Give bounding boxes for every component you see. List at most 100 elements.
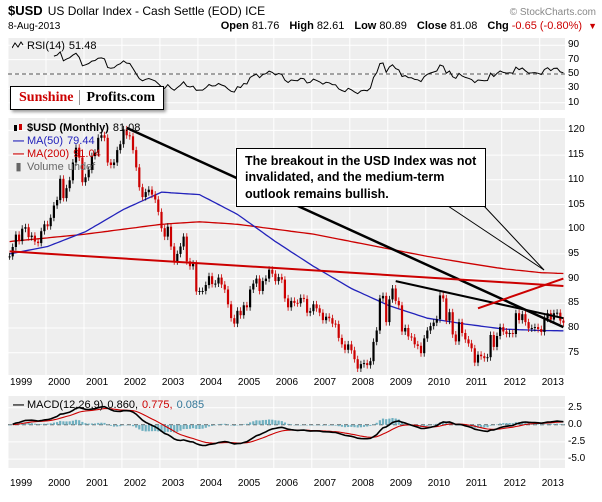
axis-label: 85 [568,297,580,309]
rsi-value: 51.48 [68,39,97,52]
ma50-line-icon: — [13,134,24,147]
ma200-line-icon: — [13,147,24,160]
year-label: 2009 [389,478,413,489]
axis-label: 100 [568,223,585,235]
ohlc-quote: Open 81.76 High 82.61 Low 80.89 Close 81… [211,20,597,32]
volume-label: Volume [27,160,64,173]
volume-value: undef [67,160,96,173]
open-label: Open [220,20,249,32]
candlestick-icon [14,123,22,131]
declining-red-resistance [9,250,564,287]
year-label: 2009 [389,377,413,388]
year-label: 2007 [313,377,337,388]
axis-label: 10 [568,96,580,108]
year-label: 2005 [237,377,261,388]
year-label: 2007 [313,478,337,489]
axis-label: 30 [568,82,580,94]
year-label: 2013 [541,478,564,489]
close-value: 81.08 [449,20,478,32]
axis-label: 75 [568,346,580,358]
year-label: 1999 [10,377,33,388]
chart-title: US Dollar Index - Cash Settle (EOD) ICE [47,4,266,18]
axis-label: 115 [568,149,584,161]
chart-date: 8-Aug-2013 [8,21,61,32]
axis-label: -5.0 [568,453,586,465]
year-label: 2003 [161,478,185,489]
axis-label: -2.5 [568,435,586,447]
year-label: 2001 [86,377,109,388]
year-label: 2008 [351,377,375,388]
year-label: 2006 [275,478,299,489]
axis-label: 120 [568,124,585,136]
callout-pointer [447,205,545,271]
year-label: 2002 [123,478,147,489]
rsi-legend: RSI(14) 51.48 [12,39,96,52]
year-label: 2004 [199,377,223,388]
axis-label: 80 [568,322,580,333]
year-label: 2003 [161,377,185,388]
logo-part2: Profits.com [79,90,156,105]
header-quote-row: 8-Aug-2013 Open 81.76 High 82.61 Low 80.… [8,20,597,32]
medium-term-declining-resistance [395,280,564,320]
year-label: 2006 [275,377,299,388]
year-label: 2001 [86,478,109,489]
sunshine-profits-logo: Sunshine Profits.com [10,86,165,110]
year-label: 2004 [199,478,223,489]
chg-value: -0.65 (-0.80%) [511,20,583,32]
price-legend-symbol: $USD (Monthly) [27,121,109,134]
year-label: 1999 [10,478,33,489]
ma50-label: MA(50) [27,134,64,147]
year-label: 2012 [503,478,526,489]
axis-label: 95 [568,247,580,259]
ma50-value: 79.44 [67,134,95,147]
year-label: 2013 [541,377,564,388]
annotation-callout: The breakout in the USD Index was not in… [236,148,486,207]
low-label: Low [354,20,377,32]
axis-label: 90 [568,39,580,51]
year-label: 2010 [427,478,451,489]
year-label: 2012 [503,377,526,388]
macd-line-icon: — [13,398,24,411]
copyright: © StockCharts.com [509,7,596,18]
open-value: 81.76 [251,20,280,32]
high-value: 82.61 [316,20,345,32]
macd-plot [8,396,565,468]
long-term-declining-resistance [126,126,564,329]
axis-label: 105 [568,198,585,210]
macd-label: MACD(12,26,9) [27,398,104,411]
price-legend-value: 81.08 [112,121,141,134]
price-legend: $USD (Monthly) 81.08 — MA(50) 79.44 — MA… [12,121,141,174]
axis-label: 2.5 [568,401,582,413]
year-label: 2010 [427,377,451,388]
axis-label: 50 [568,68,580,79]
axis-label: 0.0 [568,418,582,430]
symbol: $USD [8,3,43,18]
low-value: 80.89 [379,20,407,32]
logo-part1: Sunshine [19,90,74,105]
rising-red-support [477,277,564,310]
year-label: 2000 [48,377,71,388]
change-direction-icon: ▼ [588,21,597,31]
year-label: 2011 [465,478,488,489]
year-label: 2008 [351,478,375,489]
rsi-label: RSI(14) [27,39,65,52]
macd-signal-value: 0.775, [142,398,173,411]
year-label: 2002 [123,377,147,388]
year-label: 2000 [48,478,71,489]
axis-label: 110 [568,173,584,185]
axis-label: 90 [568,272,580,284]
year-label: 2005 [237,478,261,489]
chg-label: Chg [487,20,509,32]
volume-icon: ▮ [15,161,22,173]
year-label: 2011 [465,377,488,388]
header-title-row: $USD US Dollar Index - Cash Settle (EOD)… [8,3,596,18]
axis-label: 70 [568,53,580,65]
macd-panel [8,396,565,468]
macd-value: 0.860, [107,398,139,411]
indicator-icon [12,41,24,49]
high-label: High [289,20,314,32]
ma200-label: MA(200) [27,147,70,160]
ma200-value: 91.04 [73,147,101,160]
callout-pointer [483,205,545,271]
